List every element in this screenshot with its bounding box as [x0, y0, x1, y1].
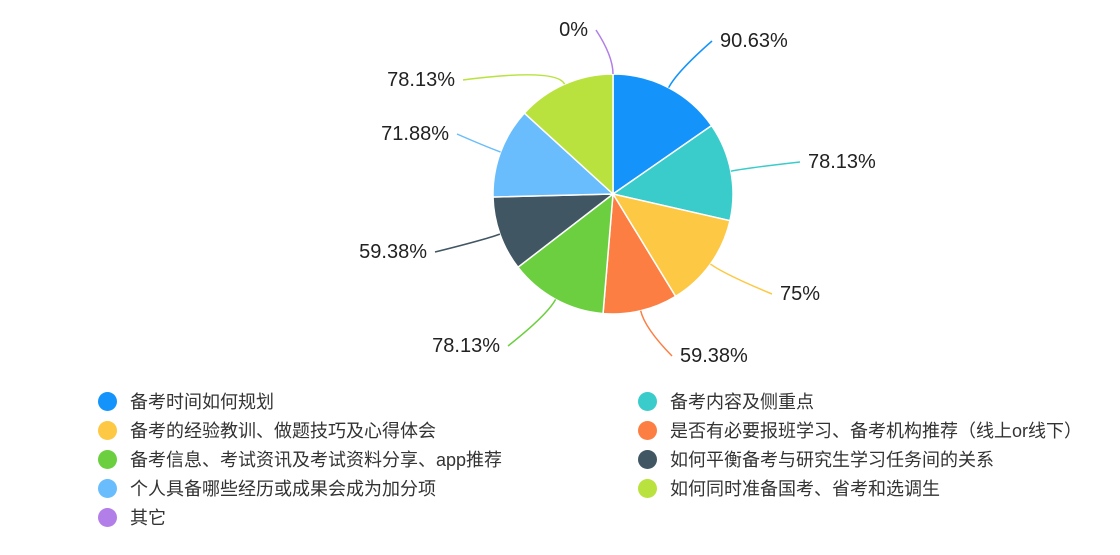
- data-label: 75%: [780, 283, 820, 305]
- leader-line: [434, 233, 501, 253]
- legend-label: 备考的经验教训、做题技巧及心得体会: [130, 421, 436, 441]
- legend-label: 备考内容及侧重点: [670, 392, 814, 412]
- leader-line: [667, 40, 713, 89]
- legend-item[interactable]: 其它: [98, 504, 166, 530]
- legend-label: 如何同时准备国考、省考和选调生: [670, 479, 940, 499]
- legend-item[interactable]: 个人具备哪些经历或成果会成为加分项: [98, 475, 436, 501]
- pie-slice[interactable]: [611, 124, 734, 222]
- pie-slice[interactable]: [492, 193, 616, 269]
- legend-item[interactable]: 如何同时准备国考、省考和选调生: [638, 475, 940, 501]
- data-label: 78.13%: [387, 69, 455, 91]
- pie-slice[interactable]: [602, 191, 677, 315]
- leader-line: [639, 310, 673, 357]
- data-label: 71.88%: [381, 123, 449, 145]
- legend-marker-icon: [638, 391, 657, 411]
- data-label: 78.13%: [432, 335, 500, 357]
- legend-marker-icon: [98, 449, 117, 469]
- legend-marker-icon: [98, 391, 117, 411]
- legend-label: 个人具备哪些经历或成果会成为加分项: [130, 479, 436, 499]
- data-label: 0%: [559, 19, 588, 41]
- pie-slice[interactable]: [492, 112, 615, 198]
- leader-line: [595, 29, 614, 75]
- legend-item[interactable]: 备考的经验教训、做题技巧及心得体会: [98, 417, 436, 443]
- pie-slice[interactable]: [516, 192, 614, 315]
- legend-label: 如何平衡备考与研究生学习任务间的关系: [670, 450, 994, 470]
- legend-marker-icon: [98, 507, 117, 527]
- data-label: 90.63%: [720, 30, 788, 52]
- leader-line: [507, 299, 557, 347]
- pie-slice[interactable]: [611, 192, 731, 298]
- data-label: 59.38%: [359, 241, 427, 263]
- legend-item[interactable]: 备考信息、考试资讯及考试资料分享、app推荐: [98, 446, 502, 472]
- legend-label: 备考信息、考试资讯及考试资料分享、app推荐: [130, 450, 503, 470]
- legend-marker-icon: [638, 420, 657, 440]
- legend-label: 其它: [130, 508, 166, 528]
- pie-slice[interactable]: [523, 73, 614, 196]
- legend-item[interactable]: 如何平衡备考与研究生学习任务间的关系: [638, 446, 994, 472]
- legend-item[interactable]: 备考内容及侧重点: [638, 388, 814, 414]
- leader-line: [462, 74, 566, 85]
- legend-marker-icon: [638, 478, 657, 498]
- pie-slice[interactable]: [612, 73, 713, 196]
- legend-marker-icon: [638, 449, 657, 469]
- legend-item[interactable]: 是否有必要报班学习、备考机构推荐（线上or线下）: [638, 417, 1082, 443]
- legend-item[interactable]: 备考时间如何规划: [98, 388, 274, 414]
- leader-line: [456, 133, 501, 153]
- legend-label: 备考时间如何规划: [130, 392, 274, 412]
- leader-line: [730, 161, 801, 172]
- legend-marker-icon: [98, 420, 117, 440]
- legend-marker-icon: [98, 478, 117, 498]
- data-label: 59.38%: [680, 345, 748, 367]
- leader-line: [709, 263, 773, 295]
- legend-label: 是否有必要报班学习、备考机构推荐（线上or线下）: [670, 421, 1083, 441]
- data-label: 78.13%: [808, 151, 876, 173]
- pie-chart: 90.63% 78.13% 75% 59.38% 78.13% 59.38% 71.88% 7…: [359, 19, 876, 367]
